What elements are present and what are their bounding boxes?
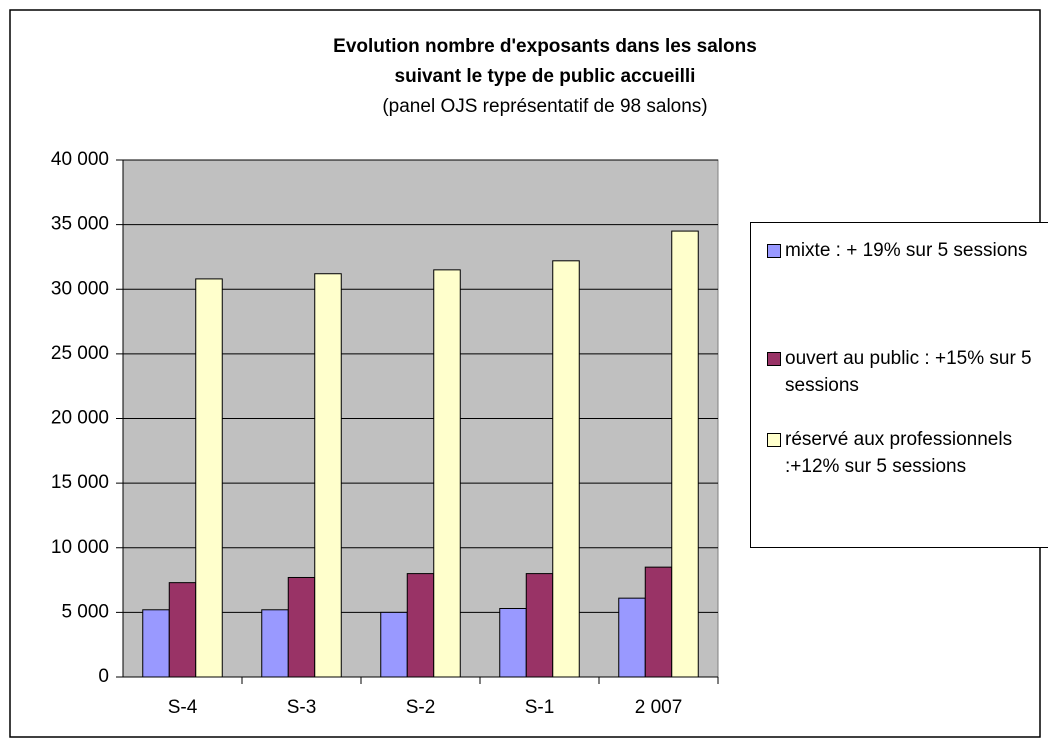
- x-tick-label: 2 007: [635, 697, 683, 718]
- y-tick-label: 15 000: [51, 472, 109, 493]
- legend-label: ouvert au public : +15% sur 5 sessions: [785, 348, 1032, 396]
- y-tick-label: 10 000: [51, 537, 109, 558]
- x-tick-label: S-3: [287, 697, 317, 718]
- x-tick-label: S-1: [525, 697, 555, 718]
- y-tick-label: 30 000: [51, 278, 109, 299]
- legend-swatch: [767, 244, 781, 258]
- y-tick-label: 25 000: [51, 343, 109, 364]
- legend-item: mixte : + 19% sur 5 sessions: [767, 237, 1049, 264]
- legend-label: mixte : + 19% sur 5 sessions: [785, 240, 1028, 261]
- bar: [406, 573, 435, 678]
- chart-title: suivant le type de public accueilli: [395, 66, 696, 87]
- x-tick-label: S-2: [406, 697, 436, 718]
- bar: [380, 611, 408, 678]
- bar: [499, 607, 527, 678]
- legend-item: ouvert au public : +15% sur 5 sessions: [767, 345, 1049, 399]
- y-tick-label: 20 000: [51, 408, 109, 429]
- legend: mixte : + 19% sur 5 sessions ouvert au pu…: [750, 222, 1048, 548]
- y-tick-label: 5 000: [61, 601, 109, 622]
- bar: [142, 609, 170, 678]
- bar: [261, 609, 289, 678]
- bar: [618, 597, 646, 678]
- bar: [314, 273, 342, 678]
- bar: [287, 576, 316, 678]
- bar: [168, 582, 197, 678]
- legend-swatch: [767, 352, 781, 366]
- chart-title: Evolution nombre d'exposants dans les sa…: [333, 36, 757, 57]
- bar: [433, 269, 461, 678]
- chart-subtitle: (panel OJS représentatif de 98 salons): [382, 96, 707, 117]
- legend-label: réservé aux professionnels :+12% sur 5 s…: [785, 429, 1013, 477]
- bar: [671, 230, 699, 678]
- legend-item: réservé aux professionnels :+12% sur 5 s…: [767, 426, 1049, 480]
- y-tick-label: 40 000: [51, 149, 109, 170]
- y-tick-label: 0: [98, 666, 109, 687]
- bar: [644, 566, 673, 678]
- bar: [525, 573, 554, 678]
- bar: [552, 260, 580, 678]
- x-tick-label: S-4: [168, 697, 198, 718]
- legend-swatch: [767, 433, 781, 447]
- y-tick-label: 35 000: [51, 214, 109, 235]
- bar: [195, 278, 223, 678]
